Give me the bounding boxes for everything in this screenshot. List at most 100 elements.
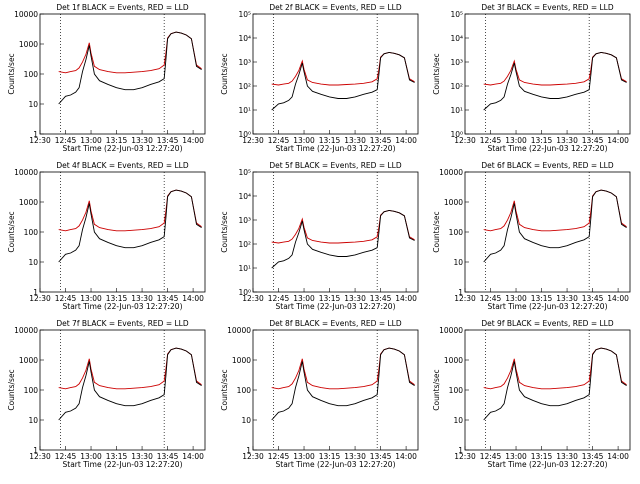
y-tick-label: 10² [238,240,251,249]
y-tick-label: 1000 [19,198,38,207]
y-axis-label: Counts/sec [7,369,16,410]
lld-series-line [271,209,415,244]
y-tick-label: 10 [28,416,38,425]
x-tick-label: 13:45 [157,136,179,145]
y-tick-label: 1000 [232,356,251,365]
detector-panel: Det 1f BLACK = Events, RED = LLD 1 10 100 10… [7,3,206,153]
detector-panel: Det 2f BLACK = Events, RED = LLD 10⁰ 10¹ 10… [220,3,419,153]
x-tick-label: 13:15 [319,136,341,145]
detector-panel: Det 5f BLACK = Events, RED = LLD 10⁰ 10¹ 10… [220,161,419,311]
plot-frame [464,329,631,451]
x-tick-label: 12:30 [454,452,476,461]
x-tick-label: 13:15 [531,136,553,145]
y-tick-label: 1 [246,446,251,455]
x-tick-label: 13:15 [531,452,553,461]
y-tick-label: 1 [33,130,38,139]
y-tick-label: 10⁴ [450,34,463,43]
x-tick-label: 14:00 [395,136,417,145]
y-tick-label: 10 [453,416,463,425]
x-tick-label: 13:30 [131,136,153,145]
x-tick-label: 13:45 [582,136,604,145]
plot-frame [252,329,419,451]
x-axis-label: Start Time (22-Jun-03 12:27:20) [276,302,396,311]
x-tick-label: 12:30 [242,294,264,303]
panel-title: Det 3f BLACK = Events, RED = LLD [481,3,614,12]
lld-series-line [58,31,202,74]
y-tick-label: 1000 [444,198,463,207]
x-tick-label: 14:00 [607,452,629,461]
y-axis-label: Counts/sec [220,53,229,94]
x-tick-label: 13:00 [80,136,102,145]
lld-series-line [58,189,202,232]
events-series-line [58,189,202,263]
detector-panel: Det 3f BLACK = Events, RED = LLD 10⁰ 10¹ 10… [432,3,631,153]
panel-title: Det 5f BLACK = Events, RED = LLD [269,161,402,170]
x-axis-label: Start Time (22-Jun-03 12:27:20) [488,460,608,469]
y-tick-label: 10³ [238,58,251,67]
x-axis-label: Start Time (22-Jun-03 12:27:20) [488,144,608,153]
x-tick-label: 13:00 [505,294,527,303]
x-tick-label: 12:30 [242,136,264,145]
x-tick-label: 12:45 [480,294,502,303]
x-tick-label: 12:30 [29,294,51,303]
y-tick-label: 100 [24,386,39,395]
y-axis-label: Counts/sec [7,53,16,94]
y-tick-label: 100 [449,228,464,237]
x-tick-label: 13:45 [370,294,392,303]
x-tick-label: 12:30 [454,136,476,145]
x-tick-label: 13:30 [131,452,153,461]
y-tick-label: 100 [24,228,39,237]
detector-panel: Det 6f BLACK = Events, RED = LLD 1 10 100 10… [432,161,631,311]
panel-title: Det 2f BLACK = Events, RED = LLD [269,3,402,12]
y-axis-label: Counts/sec [7,211,16,252]
y-tick-label: 100 [24,70,39,79]
x-tick-label: 14:00 [182,294,204,303]
x-tick-label: 14:00 [395,452,417,461]
x-axis-label: Start Time (22-Jun-03 12:27:20) [276,460,396,469]
events-series-line [483,189,627,263]
y-tick-label: 1000 [19,356,38,365]
y-tick-label: 10000 [14,326,38,335]
events-series-line [483,347,627,421]
x-tick-label: 12:45 [55,452,77,461]
x-tick-label: 13:30 [556,294,578,303]
y-tick-label: 10⁴ [238,192,251,201]
x-tick-label: 14:00 [607,294,629,303]
x-axis-label: Start Time (22-Jun-03 12:27:20) [63,302,183,311]
events-series-line [271,51,415,111]
y-tick-label: 1 [33,288,38,297]
x-tick-label: 13:45 [582,294,604,303]
y-tick-label: 10⁴ [238,34,251,43]
x-axis-label: Start Time (22-Jun-03 12:27:20) [63,460,183,469]
y-tick-label: 10³ [238,216,251,225]
detector-panel: Det 9f BLACK = Events, RED = LLD 1 10 100 10… [432,319,631,469]
y-axis-label: Counts/sec [220,211,229,252]
x-tick-label: 13:30 [556,452,578,461]
y-tick-label: 100 [237,386,252,395]
plot-frame [39,171,206,293]
x-tick-label: 14:00 [395,294,417,303]
x-tick-label: 12:30 [29,452,51,461]
plot-frame [39,13,206,135]
x-tick-label: 12:45 [480,136,502,145]
x-tick-label: 13:30 [344,294,366,303]
panel-title: Det 7f BLACK = Events, RED = LLD [56,319,189,328]
events-series-line [271,347,415,421]
detector-panel: Det 4f BLACK = Events, RED = LLD 1 10 100 10… [7,161,206,311]
x-tick-label: 13:15 [106,452,128,461]
y-tick-label: 10⁰ [238,288,251,297]
detector-panel: Det 8f BLACK = Events, RED = LLD 1 10 100 10… [220,319,419,469]
y-tick-label: 10 [28,258,38,267]
y-tick-label: 10 [453,258,463,267]
x-tick-label: 12:45 [55,294,77,303]
events-series-line [58,31,202,105]
x-tick-label: 13:00 [293,452,315,461]
y-tick-label: 10000 [439,168,463,177]
y-tick-label: 10² [450,82,463,91]
x-tick-label: 12:30 [29,136,51,145]
x-tick-label: 13:15 [106,294,128,303]
panel-title: Det 6f BLACK = Events, RED = LLD [481,161,614,170]
y-tick-label: 10² [238,82,251,91]
